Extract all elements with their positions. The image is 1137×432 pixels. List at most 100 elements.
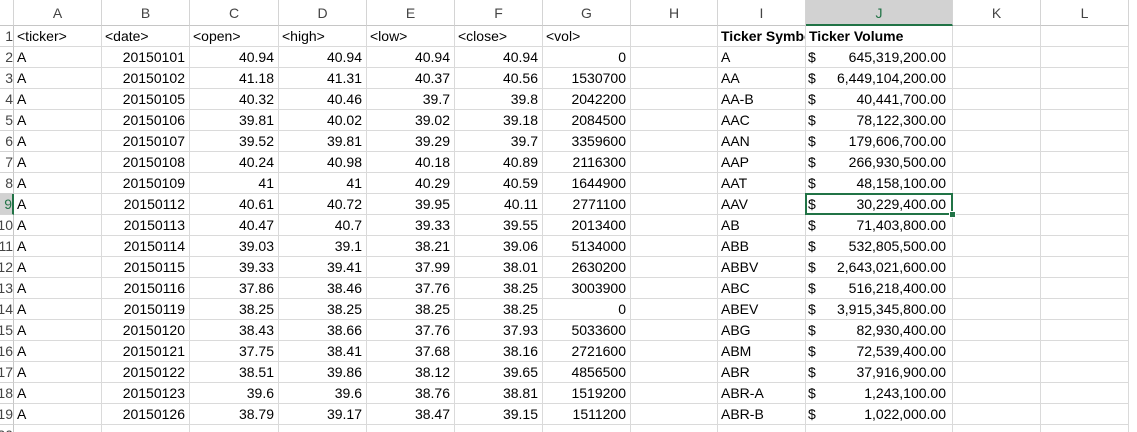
cell-open[interactable]: 39.52: [190, 131, 279, 152]
cell-empty[interactable]: [953, 425, 1041, 432]
cell-vol[interactable]: 5033600: [543, 320, 631, 341]
row-header-13[interactable]: 13: [0, 278, 14, 299]
cell-ticker[interactable]: A: [14, 278, 102, 299]
row-header-4[interactable]: 4: [0, 89, 14, 110]
cell-ticker-volume[interactable]: $532,805,500.00: [806, 236, 953, 257]
cell-empty[interactable]: [953, 152, 1041, 173]
row-header-20[interactable]: 20: [0, 425, 14, 432]
cell-empty[interactable]: [953, 278, 1041, 299]
cell-close[interactable]: 39.18: [455, 110, 543, 131]
header-vol[interactable]: <vol>: [543, 26, 631, 47]
cell-ticker-symbol[interactable]: AAV: [718, 194, 806, 215]
cell-ticker[interactable]: A: [14, 68, 102, 89]
cell-empty[interactable]: [953, 383, 1041, 404]
cell-empty[interactable]: [14, 425, 102, 432]
cell-empty[interactable]: [1041, 383, 1129, 404]
cell-ticker-volume[interactable]: $3,915,345,800.00: [806, 299, 953, 320]
cell-empty[interactable]: [953, 257, 1041, 278]
cell-empty[interactable]: [367, 425, 455, 432]
cell-high[interactable]: 39.81: [279, 131, 367, 152]
cell-empty[interactable]: [631, 257, 718, 278]
cell-date[interactable]: 20150116: [102, 278, 190, 299]
cell-vol[interactable]: 2721600: [543, 341, 631, 362]
header-high[interactable]: <high>: [279, 26, 367, 47]
cell-empty[interactable]: [631, 320, 718, 341]
cell-empty[interactable]: [1041, 26, 1129, 47]
header-ticker-symbol[interactable]: Ticker Symbol: [718, 26, 806, 47]
cell-open[interactable]: 41: [190, 173, 279, 194]
cell-low[interactable]: 40.29: [367, 173, 455, 194]
cell-low[interactable]: 37.68: [367, 341, 455, 362]
column-header-l[interactable]: L: [1041, 0, 1129, 26]
header-ticker-volume[interactable]: Ticker Volume: [806, 26, 953, 47]
cell-empty[interactable]: [953, 404, 1041, 425]
cell-low[interactable]: 38.76: [367, 383, 455, 404]
header-close[interactable]: <close>: [455, 26, 543, 47]
cell-empty[interactable]: [631, 47, 718, 68]
cell-vol[interactable]: 0: [543, 47, 631, 68]
cell-vol[interactable]: 0: [543, 299, 631, 320]
cell-date[interactable]: 20150112: [102, 194, 190, 215]
cell-empty[interactable]: [631, 68, 718, 89]
cell-empty[interactable]: [631, 236, 718, 257]
column-header-k[interactable]: K: [953, 0, 1041, 26]
cell-low[interactable]: 39.95: [367, 194, 455, 215]
cell-ticker-symbol[interactable]: AA-B: [718, 89, 806, 110]
cell-empty[interactable]: [1041, 425, 1129, 432]
select-all-corner[interactable]: [0, 0, 14, 26]
cell-empty[interactable]: [631, 194, 718, 215]
row-header-1[interactable]: 1: [0, 26, 14, 47]
cell-low[interactable]: 38.21: [367, 236, 455, 257]
cell-low[interactable]: 39.02: [367, 110, 455, 131]
cell-vol[interactable]: 2013400: [543, 215, 631, 236]
cell-high[interactable]: 38.25: [279, 299, 367, 320]
cell-close[interactable]: 38.16: [455, 341, 543, 362]
cell-vol[interactable]: 2042200: [543, 89, 631, 110]
cell-empty[interactable]: [953, 89, 1041, 110]
fill-handle[interactable]: [949, 211, 956, 218]
cell-ticker-symbol[interactable]: AA: [718, 68, 806, 89]
cell-empty[interactable]: [543, 425, 631, 432]
cell-close[interactable]: 39.55: [455, 215, 543, 236]
cell-low[interactable]: 40.18: [367, 152, 455, 173]
cell-ticker-symbol[interactable]: ABR: [718, 362, 806, 383]
cell-close[interactable]: 39.8: [455, 89, 543, 110]
cell-date[interactable]: 20150126: [102, 404, 190, 425]
column-header-i[interactable]: I: [718, 0, 806, 26]
cell-ticker-volume[interactable]: $2,643,021,600.00: [806, 257, 953, 278]
cell-ticker[interactable]: A: [14, 383, 102, 404]
cell-empty[interactable]: [631, 362, 718, 383]
cell-high[interactable]: 40.02: [279, 110, 367, 131]
cell-ticker-symbol[interactable]: AB: [718, 215, 806, 236]
cell-high[interactable]: 38.41: [279, 341, 367, 362]
cell-empty[interactable]: [631, 152, 718, 173]
cell-open[interactable]: 38.51: [190, 362, 279, 383]
cell-high[interactable]: 39.17: [279, 404, 367, 425]
cell-ticker[interactable]: A: [14, 173, 102, 194]
cell-high[interactable]: 41.31: [279, 68, 367, 89]
cell-empty[interactable]: [631, 26, 718, 47]
cell-open[interactable]: 37.86: [190, 278, 279, 299]
cell-low[interactable]: 38.25: [367, 299, 455, 320]
cell-vol[interactable]: 2084500: [543, 110, 631, 131]
cell-ticker[interactable]: A: [14, 215, 102, 236]
cell-high[interactable]: 40.72: [279, 194, 367, 215]
cell-open[interactable]: 38.25: [190, 299, 279, 320]
cell-date[interactable]: 20150105: [102, 89, 190, 110]
cell-ticker[interactable]: A: [14, 236, 102, 257]
cell-ticker[interactable]: A: [14, 257, 102, 278]
cell-close[interactable]: 40.94: [455, 47, 543, 68]
cell-empty[interactable]: [1041, 194, 1129, 215]
cell-empty[interactable]: [102, 425, 190, 432]
cell-ticker[interactable]: A: [14, 194, 102, 215]
cell-date[interactable]: 20150122: [102, 362, 190, 383]
cell-date[interactable]: 20150108: [102, 152, 190, 173]
cell-date[interactable]: 20150109: [102, 173, 190, 194]
cell-open[interactable]: 39.81: [190, 110, 279, 131]
cell-close[interactable]: 38.01: [455, 257, 543, 278]
row-header-17[interactable]: 17: [0, 362, 14, 383]
cell-empty[interactable]: [953, 194, 1041, 215]
cell-low[interactable]: 37.99: [367, 257, 455, 278]
cell-vol[interactable]: 4856500: [543, 362, 631, 383]
row-header-16[interactable]: 16: [0, 341, 14, 362]
